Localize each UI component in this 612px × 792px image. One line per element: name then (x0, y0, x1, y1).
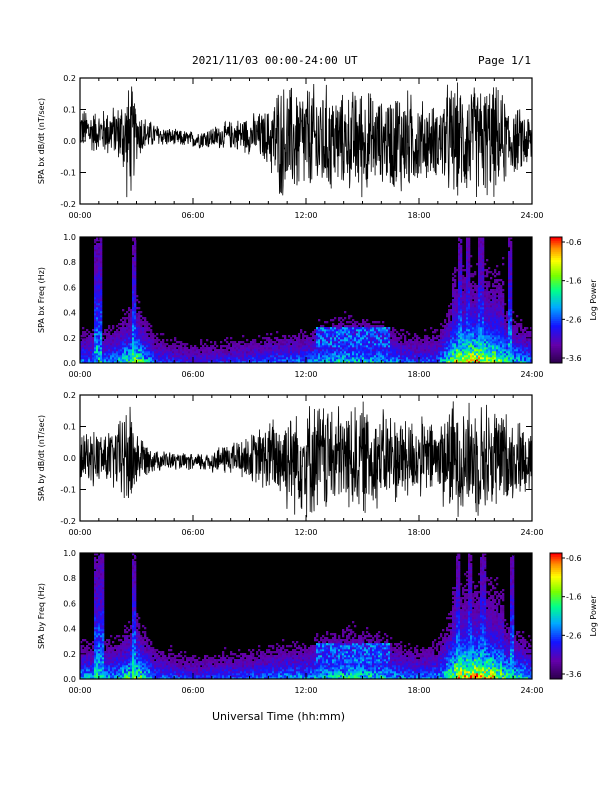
y-tick-label: 0.0 (63, 359, 76, 368)
panel-1: 00:00 06:00 12:00 18:00 24:00 -0.2 -0.1 0.0 0.1 0… (37, 74, 544, 220)
y-tick-label: -0.2 (60, 200, 76, 209)
colorbar-tick-label: -2.6 (566, 315, 582, 324)
x-tick-label: 00:00 (68, 686, 91, 695)
y-tick-label: 0.2 (63, 74, 76, 83)
series-trace-line (80, 82, 532, 198)
y-tick-label: 0.4 (63, 309, 76, 318)
x-axis-title: Universal Time (hh:mm) (212, 710, 345, 723)
y-tick-label: 0.4 (63, 625, 76, 634)
y-axis-title: SPA by dB/dt (nT/sec) (37, 415, 46, 501)
y-tick-label: 0.8 (63, 258, 76, 267)
x-tick-label: 12:00 (294, 370, 317, 379)
y-tick-label: 0.6 (63, 283, 76, 292)
colorbar-tick-label: -1.6 (566, 277, 582, 286)
panel-4: -0.6 -1.6 -2.6 -3.6 Log Power 00:00 06:00 12:00… (37, 549, 598, 695)
y-tick-label: 0.2 (63, 391, 76, 400)
x-tick-label: 06:00 (181, 211, 204, 220)
x-tick-label: 00:00 (68, 211, 91, 220)
spectrogram-cells (80, 237, 533, 364)
x-tick-label: 24:00 (520, 528, 543, 537)
y-tick-label: -0.1 (60, 486, 76, 495)
colorbar-tick-label: -3.6 (566, 354, 582, 363)
x-tick-label: 18:00 (407, 211, 430, 220)
y-tick-label: 1.0 (63, 549, 76, 558)
y-tick-label: 0.2 (63, 650, 76, 659)
x-tick-label: 18:00 (407, 686, 430, 695)
plot-date-title: 2021/11/03 00:00-24:00 UT (192, 54, 358, 67)
x-tick-label: 24:00 (520, 370, 543, 379)
y-tick-label: -0.2 (60, 517, 76, 526)
y-tick-label: 0.2 (63, 334, 76, 343)
colorbar-tick-label: -2.6 (566, 631, 582, 640)
y-tick-label: 1.0 (63, 233, 76, 242)
series-trace-line (80, 401, 532, 518)
spectrogram-cells (80, 553, 533, 680)
x-tick-label: 06:00 (181, 528, 204, 537)
colorbar: -0.6 -1.6 -2.6 -3.6 Log Power (549, 552, 598, 680)
colorbar-tick-label: -0.6 (566, 238, 582, 247)
x-tick-label: 18:00 (407, 528, 430, 537)
page-indicator: Page 1/1 (478, 54, 531, 67)
panel-2: -0.6 -1.6 -2.6 -3.6 Log Power 00:00 06:00 12:00… (37, 233, 598, 379)
y-tick-label: -0.1 (60, 169, 76, 178)
plot-frame (79, 77, 533, 205)
x-tick-label: 00:00 (68, 370, 91, 379)
colorbar-label: Log Power (589, 279, 598, 321)
colorbar-frame (549, 552, 563, 680)
x-tick-label: 18:00 (407, 370, 430, 379)
panel-3: 00:00 06:00 12:00 18:00 24:00 -0.2 -0.1 0.0 0.1 0… (37, 391, 544, 537)
x-tick-label: 12:00 (294, 211, 317, 220)
colorbar-tick-label: -3.6 (566, 670, 582, 679)
x-tick-label: 06:00 (181, 686, 204, 695)
x-tick-label: 12:00 (294, 528, 317, 537)
x-tick-label: 24:00 (520, 686, 543, 695)
y-axis-title: SPA by Freq (Hz) (37, 583, 46, 649)
y-tick-label: 0.0 (63, 675, 76, 684)
colorbar-tick-label: -1.6 (566, 593, 582, 602)
y-tick-label: 0.8 (63, 574, 76, 583)
y-axis-title: SPA bx Freq (Hz) (37, 267, 46, 333)
y-axis-title: SPA bx dB/dt (nT/sec) (37, 98, 46, 184)
colorbar-frame (549, 236, 563, 364)
x-tick-label: 06:00 (181, 370, 204, 379)
y-tick-label: 0.6 (63, 599, 76, 608)
x-tick-label: 00:00 (68, 528, 91, 537)
y-tick-label: 0.0 (63, 454, 76, 463)
colorbar-label: Log Power (589, 595, 598, 637)
x-tick-label: 12:00 (294, 686, 317, 695)
colorbar: -0.6 -1.6 -2.6 -3.6 Log Power (549, 236, 598, 364)
colorbar-tick-label: -0.6 (566, 554, 582, 563)
y-tick-label: 0.1 (63, 423, 76, 432)
x-tick-label: 24:00 (520, 211, 543, 220)
y-tick-label: 0.0 (63, 137, 76, 146)
y-tick-label: 0.1 (63, 106, 76, 115)
